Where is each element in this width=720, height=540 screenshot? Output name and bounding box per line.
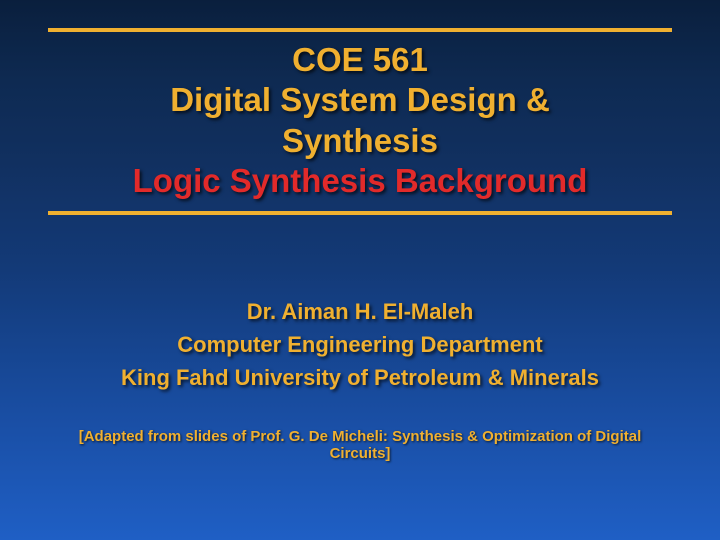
author-line: Dr. Aiman H. El-Maleh [48, 295, 672, 328]
title-block: COE 561 Digital System Design & Synthesi… [48, 32, 672, 211]
university-line: King Fahd University of Petroleum & Mine… [48, 361, 672, 394]
footnote: [Adapted from slides of Prof. G. De Mich… [48, 428, 672, 462]
body-block: Dr. Aiman H. El-Maleh Computer Engineeri… [48, 295, 672, 394]
title-line-1: COE 561 [48, 40, 672, 80]
bottom-rule [48, 211, 672, 215]
slide: COE 561 Digital System Design & Synthesi… [0, 0, 720, 540]
department-line: Computer Engineering Department [48, 328, 672, 361]
title-line-3: Synthesis [48, 121, 672, 161]
title-subtitle: Logic Synthesis Background [48, 161, 672, 201]
title-line-2: Digital System Design & [48, 80, 672, 120]
